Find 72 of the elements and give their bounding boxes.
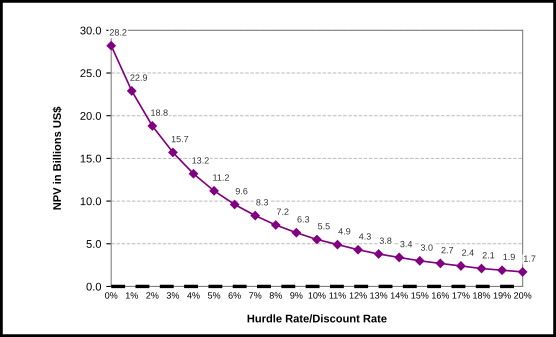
x-tick-label: 13% xyxy=(370,292,388,299)
data-label: 11.2 xyxy=(213,174,230,181)
x-tick-label: 9% xyxy=(290,292,303,299)
y-tick-label: 15.0 xyxy=(80,154,102,163)
x-tick-label: 14% xyxy=(390,292,408,299)
point xyxy=(106,41,116,50)
point xyxy=(374,249,384,259)
x-tick-label: 2% xyxy=(146,292,159,299)
data-label: 3.0 xyxy=(420,244,433,251)
x-tick-label: 12% xyxy=(350,292,367,299)
x-tick-label: 17% xyxy=(452,292,470,299)
x-tick-label: 19% xyxy=(494,292,511,299)
data-label: 13.2 xyxy=(192,157,209,164)
point xyxy=(456,261,466,271)
point xyxy=(518,267,528,277)
data-label: 1.7 xyxy=(524,256,536,262)
x-tick-label: 20% xyxy=(514,292,532,299)
point xyxy=(394,252,404,262)
data-label: 2.7 xyxy=(441,246,454,254)
point xyxy=(250,210,260,220)
y-axis-title: NPV in Billions US$ xyxy=(52,106,62,210)
y-tick-label: 10.0 xyxy=(80,197,102,206)
data-label: 22.9 xyxy=(130,74,148,81)
data-label: 18.8 xyxy=(151,109,168,116)
point xyxy=(271,220,280,230)
y-tick-label: 25.0 xyxy=(80,69,102,78)
point xyxy=(476,264,486,274)
point xyxy=(127,86,136,96)
point xyxy=(168,148,178,158)
data-label: 4.3 xyxy=(358,233,371,240)
data-label: 9.6 xyxy=(236,188,248,194)
x-tick-label: 6% xyxy=(228,292,241,299)
x-tick-label: 1% xyxy=(126,292,138,299)
data-label: 6.3 xyxy=(297,216,310,223)
data-label: 4.9 xyxy=(338,228,350,234)
x-tick-label: 15% xyxy=(411,292,428,299)
x-tick-label: 7% xyxy=(249,292,262,299)
point xyxy=(292,228,301,238)
point xyxy=(188,169,198,178)
x-tick-label: 4% xyxy=(187,292,200,299)
data-label: 7.2 xyxy=(276,208,289,215)
x-tick-label: 11% xyxy=(329,292,346,299)
x-tick-label: 3% xyxy=(166,292,180,299)
point xyxy=(497,266,507,275)
data-label: 3.4 xyxy=(400,240,412,248)
x-tick-label: 0% xyxy=(105,292,118,299)
data-label: 8.3 xyxy=(256,199,268,206)
y-tick-label: 0.0 xyxy=(86,282,102,291)
y-tick-label: 30.0 xyxy=(80,26,102,34)
data-label: 28.2 xyxy=(110,29,126,36)
point xyxy=(332,240,342,250)
x-tick-label: 16% xyxy=(432,292,450,299)
point xyxy=(353,245,363,254)
x-tick-label: 5% xyxy=(208,292,220,299)
data-label: 2.1 xyxy=(482,252,494,258)
data-label: 2.4 xyxy=(462,249,474,256)
point xyxy=(148,121,157,131)
data-label: 5.5 xyxy=(318,223,330,230)
point xyxy=(230,200,240,210)
x-tick-label: 18% xyxy=(473,292,490,299)
data-label: 15.7 xyxy=(172,136,188,142)
point xyxy=(312,234,322,244)
point xyxy=(436,258,445,268)
point xyxy=(209,186,219,196)
x-axis-title: Hurdle Rate/Discount Rate xyxy=(248,314,387,323)
x-tick-label: 10% xyxy=(308,292,326,299)
point xyxy=(415,256,424,266)
data-label: 1.9 xyxy=(503,254,515,260)
data-label: 3.8 xyxy=(380,238,392,244)
y-tick-label: 20.0 xyxy=(80,112,102,120)
x-tick-label: 8% xyxy=(270,292,282,299)
y-tick-label: 5.0 xyxy=(86,240,102,248)
